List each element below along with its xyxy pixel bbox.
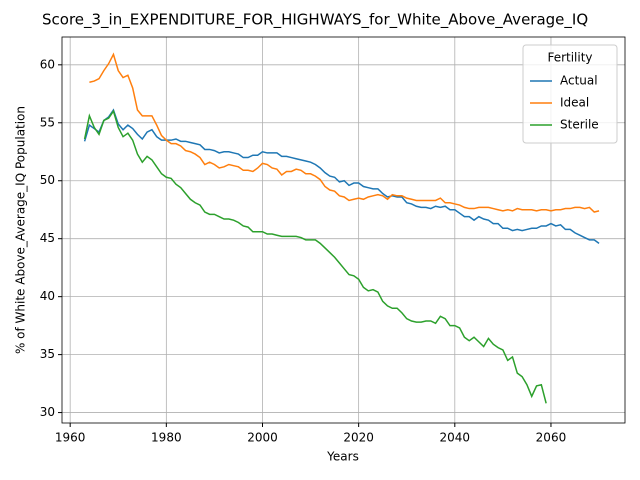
legend-label: Ideal [560,96,589,110]
legend-label: Sterile [560,118,599,132]
y-tick-label: 50 [40,173,55,187]
y-tick-label: 55 [40,115,55,129]
y-tick-label: 45 [40,231,55,245]
y-tick-label: 60 [40,57,55,71]
line-series [83,109,547,404]
x-tick-label: 2000 [247,431,278,445]
x-tick-label: 2020 [343,431,374,445]
x-tick-label: 1960 [55,431,86,445]
line-series [83,108,600,244]
y-tick-label: 35 [40,347,55,361]
chart-title: Score_3_in_EXPENDITURE_FOR_HIGHWAYS_for_… [42,11,588,30]
legend-label: Actual [560,74,598,88]
x-tick-label: 2060 [536,431,567,445]
legend-title: Fertility [547,51,592,65]
line-series [89,52,600,213]
x-axis-label: Years [326,450,359,464]
y-axis-label: % of White Above_Average_IQ Population [14,106,28,354]
y-tick-label: 40 [40,289,55,303]
x-tick-label: 2040 [440,431,471,445]
x-tick-label: 1980 [151,431,182,445]
legend-box [522,44,618,144]
plot-frame [61,36,626,424]
y-tick-label: 30 [40,405,55,419]
